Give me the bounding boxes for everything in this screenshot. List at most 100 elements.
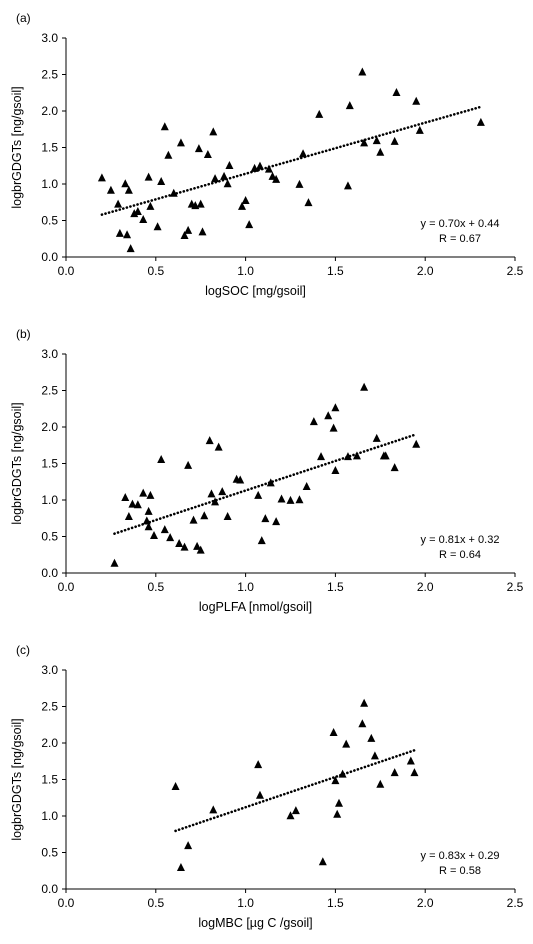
- scatter-panel-c: 0.0 0.5 1.0 1.5 2.0 2.5 3.0 0.0 0.5 1.0 1.5 2.0 2.5 l…: [0, 632, 533, 942]
- data-point-a: [164, 150, 173, 159]
- data-point-c: [410, 768, 419, 777]
- data-point-a: [241, 195, 250, 204]
- data-point-a: [180, 231, 189, 240]
- data-point-b: [175, 539, 184, 547]
- data-point-a: [133, 206, 142, 215]
- data-point-a: [139, 214, 148, 223]
- data-point-b: [180, 542, 189, 551]
- x-tick-label-a: 2.0: [417, 264, 434, 278]
- data-point-c: [334, 798, 343, 807]
- data-point-c: [390, 768, 399, 777]
- data-point-a: [238, 201, 247, 210]
- data-point-c: [329, 727, 338, 736]
- data-point-a: [203, 150, 212, 158]
- data-point-b: [412, 439, 421, 448]
- data-point-c: [171, 782, 180, 790]
- data-point-a: [299, 149, 308, 158]
- data-point-b: [150, 530, 159, 539]
- data-point-b: [110, 558, 119, 567]
- data-point-a: [345, 101, 354, 110]
- y-axis-title-c: logbrGDGTs [ng/gsoil]: [10, 718, 24, 840]
- data-point-c: [367, 733, 376, 742]
- x-tick-label-a: 1.5: [327, 264, 344, 278]
- y-tick-label-b: 2.5: [41, 384, 58, 398]
- data-point-b: [144, 506, 153, 515]
- data-point-a: [114, 199, 123, 208]
- data-point-a: [144, 172, 153, 181]
- data-point-a: [223, 179, 232, 188]
- data-point-a: [130, 209, 139, 218]
- data-point-b: [139, 488, 148, 497]
- data-point-a: [153, 222, 162, 231]
- data-point-c: [342, 739, 351, 748]
- y-tick-label-b: 1.5: [41, 457, 58, 471]
- data-point-a: [115, 228, 124, 237]
- regression-equation-b: y = 0.81x + 0.32: [421, 534, 500, 546]
- data-point-a: [295, 179, 304, 188]
- x-tick-label-b: 1.5: [327, 580, 344, 594]
- data-point-a: [415, 125, 424, 134]
- data-point-b: [331, 403, 340, 412]
- y-tick-label-a: 1.5: [41, 141, 58, 155]
- correlation-r-c: R = 0.58: [439, 865, 481, 877]
- data-point-a: [412, 96, 421, 105]
- data-point-a: [245, 220, 254, 229]
- x-tick-label-c: 2.0: [417, 896, 434, 910]
- data-point-c: [286, 811, 295, 820]
- y-axis-title-b: logbrGDGTs [ng/gsoil]: [10, 402, 24, 524]
- data-point-b: [189, 515, 198, 524]
- x-tick-label-a: 0.5: [147, 264, 164, 278]
- panel-label-a: (a): [16, 11, 31, 25]
- data-point-b: [146, 490, 155, 499]
- y-tick-label-a: 2.0: [41, 104, 58, 118]
- scatter-panel-b: 0.0 0.5 1.0 1.5 2.0 2.5 3.0 0.0 0.5 1.0 1.5 2.0 2.5 l…: [0, 316, 533, 626]
- y-tick-label-a: 3.0: [41, 31, 58, 45]
- data-point-b: [223, 511, 232, 520]
- scatter-plot-b: 0.0 0.5 1.0 1.5 2.0 2.5 3.0 0.0 0.5 1.0 1.5 2.0 2.5 l…: [10, 327, 524, 614]
- x-tick-label-a: 1.0: [237, 264, 254, 278]
- data-point-b: [184, 460, 193, 469]
- data-point-c: [370, 751, 379, 760]
- data-point-b: [121, 493, 130, 502]
- y-tick-label-b: 1.0: [41, 493, 58, 507]
- x-tick-label-c: 1.0: [237, 896, 254, 910]
- data-point-a: [250, 163, 259, 172]
- data-point-b: [214, 442, 223, 451]
- x-tick-label-b: 1.0: [237, 580, 254, 594]
- data-point-b: [272, 517, 281, 526]
- data-point-a: [255, 161, 264, 170]
- data-point-a: [272, 174, 281, 183]
- data-point-a: [343, 181, 352, 190]
- data-point-b: [317, 452, 326, 461]
- y-tick-label-c: 1.0: [41, 809, 58, 823]
- regression-equation-a: y = 0.70x + 0.44: [421, 218, 500, 230]
- x-tick-label-a: 2.5: [507, 264, 524, 278]
- data-point-b: [324, 411, 333, 420]
- trendline-a: [100, 105, 483, 216]
- data-point-a: [169, 188, 178, 197]
- x-tick-label-b: 0.0: [58, 580, 75, 594]
- scatter-plot-a: 0.0 0.5 1.0 1.5 2.0 2.5 3.0 0.0 0.5 1.0 1.5 2.0 2.5 l…: [10, 11, 524, 298]
- y-tick-label-b: 0.5: [41, 530, 58, 544]
- data-point-a: [225, 160, 234, 169]
- scatter-plot-c: 0.0 0.5 1.0 1.5 2.0 2.5 3.0 0.0 0.5 1.0 1.5 2.0 2.5 l…: [10, 643, 524, 930]
- data-point-c: [360, 698, 369, 707]
- x-tick-label-b: 2.5: [507, 580, 524, 594]
- data-point-b: [266, 478, 275, 487]
- data-point-b: [160, 525, 169, 534]
- y-tick-label-c: 0.0: [41, 882, 58, 896]
- data-point-b: [329, 423, 338, 432]
- data-point-a: [211, 174, 220, 183]
- y-tick-label-c: 2.0: [41, 736, 58, 750]
- data-point-b: [343, 452, 352, 461]
- data-point-b: [254, 490, 263, 499]
- data-point-a: [268, 171, 277, 180]
- data-point-c: [291, 806, 300, 815]
- x-tick-label-c: 1.5: [327, 896, 344, 910]
- x-axis-title-a: logSOC [mg/gsoil]: [205, 284, 306, 298]
- y-tick-label-a: 1.0: [41, 177, 58, 191]
- data-point-a: [360, 138, 369, 147]
- data-point-a: [198, 227, 207, 236]
- x-tick-label-b: 2.0: [417, 580, 434, 594]
- data-point-b: [286, 495, 295, 504]
